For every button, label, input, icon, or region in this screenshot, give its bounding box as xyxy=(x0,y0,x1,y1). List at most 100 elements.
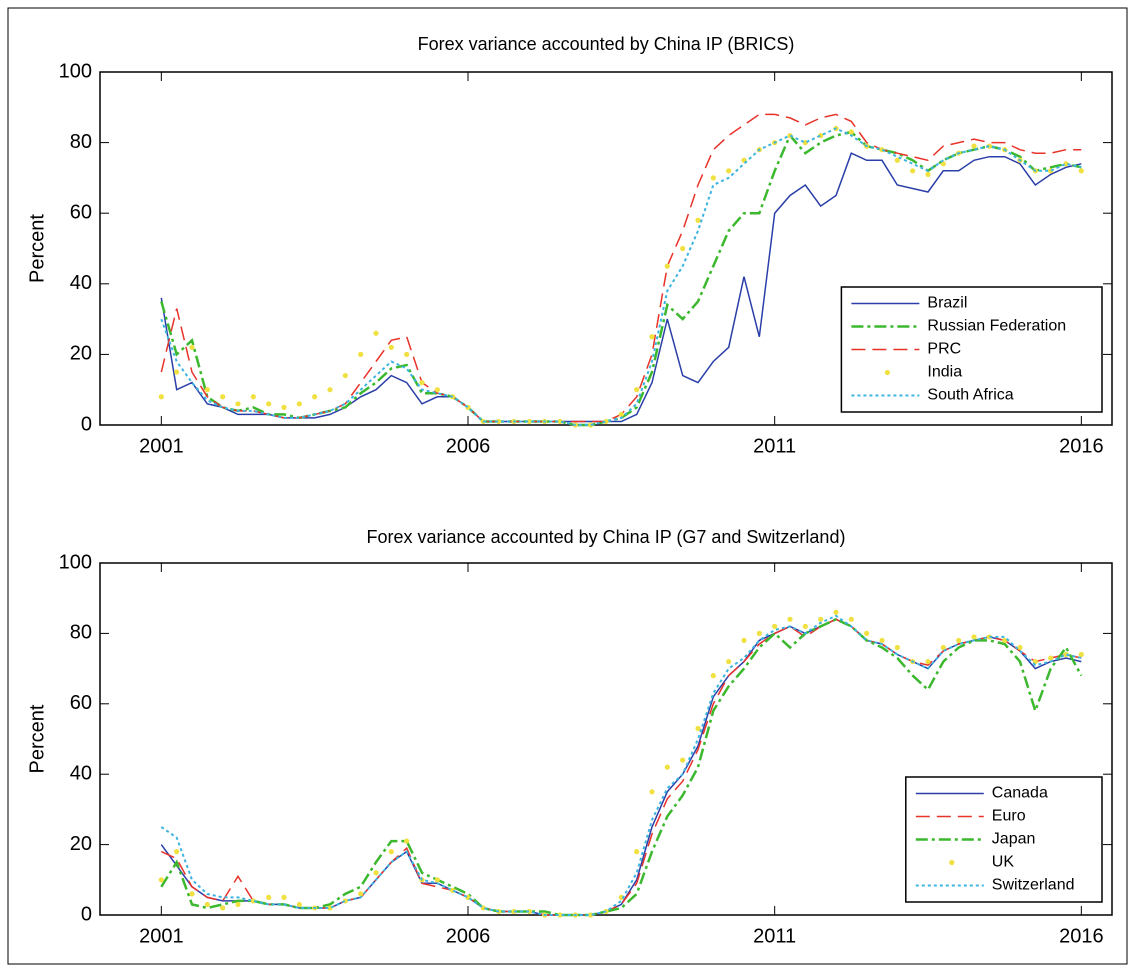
data-point xyxy=(894,157,900,163)
data-point xyxy=(235,901,241,908)
y-tick-label: 40 xyxy=(70,762,92,784)
data-point xyxy=(940,644,946,651)
legend-box xyxy=(905,776,1103,903)
data-point xyxy=(618,411,624,418)
data-point xyxy=(266,894,272,901)
legend-label: Euro xyxy=(992,808,1026,825)
data-point xyxy=(1078,168,1084,174)
y-tick-label: 80 xyxy=(70,131,92,153)
legend-label: Canada xyxy=(992,785,1048,802)
data-point xyxy=(388,849,394,855)
data-point xyxy=(342,372,348,379)
data-point xyxy=(726,168,732,174)
data-point xyxy=(1017,644,1023,651)
data-point xyxy=(664,263,670,269)
x-tick-label: 2016 xyxy=(1059,925,1104,947)
data-point xyxy=(634,387,640,393)
series-line xyxy=(160,618,1082,916)
data-point xyxy=(434,387,440,393)
data-point xyxy=(189,344,195,350)
data-point xyxy=(864,630,870,637)
data-point xyxy=(296,401,302,407)
data-point xyxy=(388,344,394,350)
y-tick-label: 20 xyxy=(70,833,92,855)
data-point xyxy=(986,143,992,149)
data-point xyxy=(358,891,364,897)
data-point xyxy=(526,418,532,425)
y-tick-label: 100 xyxy=(59,60,92,82)
data-point xyxy=(925,171,931,177)
data-point xyxy=(327,387,333,393)
legend-label: Switzerland xyxy=(992,877,1075,894)
data-point xyxy=(910,168,916,174)
data-point xyxy=(649,789,655,795)
data-point xyxy=(649,334,655,340)
data-point xyxy=(710,673,716,679)
data-point xyxy=(956,637,962,644)
legend-label: India xyxy=(927,364,962,381)
chart-title: Forex variance accounted by China IP (G7… xyxy=(367,527,846,547)
data-point xyxy=(235,401,241,407)
data-point xyxy=(174,369,180,375)
data-point xyxy=(833,609,839,615)
data-point xyxy=(618,894,624,901)
data-point xyxy=(204,387,210,393)
data-point xyxy=(680,757,686,763)
series-line xyxy=(160,152,1082,423)
data-point xyxy=(634,849,640,855)
x-tick-label: 2016 xyxy=(1059,435,1104,457)
x-tick-label: 2006 xyxy=(446,925,491,947)
series-line xyxy=(160,127,1082,426)
data-point xyxy=(940,161,946,167)
legend-label: UK xyxy=(992,854,1015,871)
data-point xyxy=(986,634,992,640)
data-point xyxy=(419,380,425,386)
x-tick-label: 2011 xyxy=(753,435,796,457)
legend-label: Brazil xyxy=(927,295,967,312)
y-tick-label: 80 xyxy=(70,622,92,644)
data-point xyxy=(726,658,732,665)
data-point xyxy=(741,637,747,644)
frame xyxy=(7,7,1128,965)
chart-title: Forex variance accounted by China IP (BR… xyxy=(418,34,795,54)
data-point xyxy=(848,616,854,622)
data-point xyxy=(664,764,670,770)
y-axis-label: Percent xyxy=(26,214,48,283)
data-point xyxy=(894,644,900,651)
data-point xyxy=(312,394,318,400)
y-tick-label: 100 xyxy=(59,551,92,573)
legend-swatch xyxy=(884,369,891,376)
data-point xyxy=(848,129,854,135)
data-point xyxy=(204,901,210,908)
data-point xyxy=(373,870,379,876)
data-point xyxy=(296,901,302,908)
data-point xyxy=(220,394,226,400)
data-point xyxy=(404,838,410,844)
data-point xyxy=(1002,637,1008,644)
x-tick-label: 2001 xyxy=(139,435,184,457)
series-line xyxy=(160,614,1082,916)
data-point xyxy=(496,418,502,425)
data-point xyxy=(557,912,563,918)
data-point xyxy=(511,908,517,915)
data-point xyxy=(404,351,410,357)
data-point xyxy=(802,623,808,629)
data-point xyxy=(526,908,532,915)
data-point xyxy=(373,330,379,336)
data-point xyxy=(879,637,885,644)
y-tick-label: 20 xyxy=(70,343,92,365)
y-tick-label: 0 xyxy=(81,413,92,435)
data-point xyxy=(787,616,793,622)
data-point xyxy=(695,725,701,732)
data-point xyxy=(158,394,164,400)
data-point xyxy=(358,351,364,357)
data-point xyxy=(971,143,977,149)
legend-label: South Africa xyxy=(927,387,1013,404)
data-point xyxy=(281,404,287,410)
data-point xyxy=(680,245,686,252)
y-tick-label: 60 xyxy=(70,201,92,223)
x-tick-label: 2001 xyxy=(139,925,184,947)
y-tick-label: 60 xyxy=(70,692,92,714)
data-point xyxy=(925,658,931,665)
